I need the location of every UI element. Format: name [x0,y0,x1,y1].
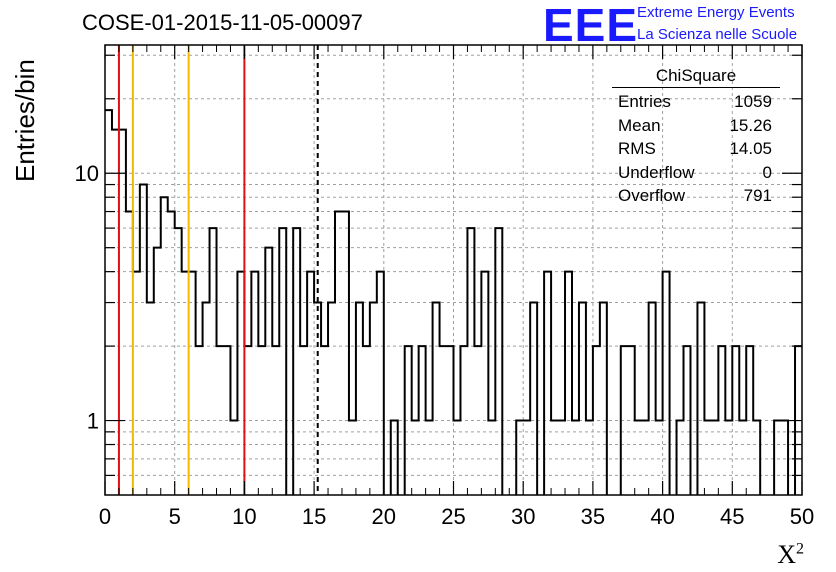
x-axis-label-superscript: 2 [796,540,804,558]
logo-line-1: Extreme Energy Events [637,4,795,21]
x-tick-label: 50 [790,504,814,529]
x-tick-label: 40 [650,504,674,529]
stats-row-rms: RMS 14.05 [612,137,780,161]
stats-value: 1059 [734,92,772,111]
stats-value: 15.26 [729,115,772,135]
logo-line-2: La Scienza nelle Scuole [637,26,798,43]
stats-title: ChiSquare [612,66,780,88]
x-tick-label: 45 [720,504,744,529]
stats-value: 14.05 [729,139,772,158]
x-axis-label: X2 [777,540,804,570]
x-axis-label-base: X [777,540,796,569]
x-tick-label: 0 [99,504,111,529]
chart-title: COSE-01-2015-11-05-00097 [82,10,363,35]
stats-row-underflow: Underflow 0 [612,161,780,185]
x-tick-label: 25 [441,504,465,529]
stats-label: Mean [618,115,661,135]
stats-box: ChiSquare Entries 1059 Mean 15.26 RMS 14… [612,66,780,208]
stats-label: RMS [618,139,656,158]
stats-value: 791 [743,186,772,205]
stats-label: Entries [618,92,671,111]
x-tick-label: 20 [372,504,396,529]
stats-label: Overflow [618,186,686,205]
x-tick-label: 10 [232,504,256,529]
histogram-series [105,109,802,495]
stats-label: Underflow [618,162,695,182]
logo-text: EEE [543,0,639,51]
x-tick-label: 35 [581,504,605,529]
y-tick-label: 10 [75,161,99,186]
stats-value: 0 [762,162,772,182]
stats-row-overflow: Overflow 791 [612,184,780,208]
x-tick-label: 30 [511,504,535,529]
x-tick-label: 15 [302,504,326,529]
stats-row-mean: Mean 15.26 [612,114,780,138]
stats-row-entries: Entries 1059 [612,90,780,114]
x-tick-label: 5 [169,504,181,529]
y-tick-label: 1 [87,409,99,434]
eee-logo: EEE Extreme Energy Events La Scienza nel… [543,0,833,51]
